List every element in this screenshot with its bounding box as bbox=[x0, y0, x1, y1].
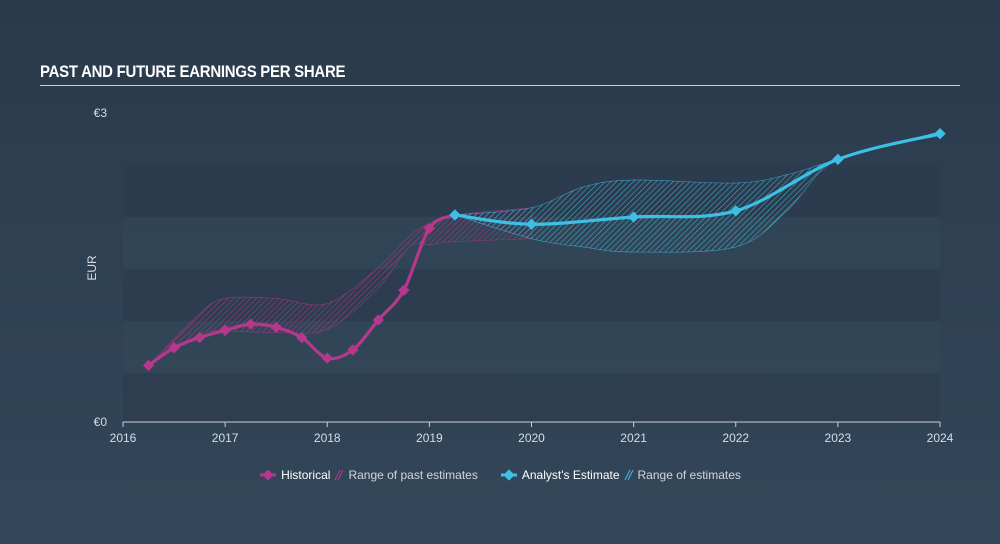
x-tick-label: 2017 bbox=[212, 431, 239, 445]
x-tick-label: 2023 bbox=[825, 431, 852, 445]
legend: Historical Range of past estimates Analy… bbox=[0, 468, 1000, 482]
y-tick-label: €0 bbox=[94, 415, 108, 429]
estimate-point bbox=[449, 209, 461, 221]
axes: 2016 2017 2018 2019 2020 2021 2022 2023 2024 €3 €0… bbox=[85, 106, 954, 445]
legend-estimate-label: Analyst's Estimate bbox=[521, 468, 620, 482]
estimate-swatch-icon bbox=[500, 469, 517, 481]
legend-historical-label: Historical bbox=[281, 468, 331, 482]
y-axis-label: EUR bbox=[85, 255, 99, 281]
historical-point bbox=[270, 321, 282, 333]
x-tick-label: 2019 bbox=[416, 431, 443, 445]
estimate-point bbox=[832, 153, 844, 166]
historical-point bbox=[423, 222, 436, 235]
historical-swatch-icon bbox=[260, 469, 277, 481]
y-tick-label: €3 bbox=[94, 106, 108, 120]
estimate-point bbox=[627, 211, 640, 223]
series-markers bbox=[142, 127, 946, 372]
historical-point bbox=[168, 342, 180, 354]
x-tick-label: 2016 bbox=[110, 431, 137, 445]
historical-point bbox=[244, 318, 257, 330]
historical-point bbox=[193, 331, 206, 344]
grid-band bbox=[123, 373, 940, 422]
legend-future-range-label: Range of estimates bbox=[637, 468, 741, 482]
x-tick-label: 2021 bbox=[620, 431, 647, 445]
historical-point bbox=[142, 359, 155, 372]
x-tick-label: 2022 bbox=[722, 431, 749, 445]
title-divider bbox=[40, 85, 960, 86]
estimate-point bbox=[525, 218, 538, 230]
historical-point bbox=[219, 324, 231, 336]
legend-estimate[interactable]: Analyst's Estimate Range of estimates bbox=[500, 468, 741, 482]
historical-point bbox=[296, 331, 308, 344]
eps-chart: 2016 2017 2018 2019 2020 2021 2022 2023 2024 €3 €0… bbox=[85, 106, 954, 445]
x-tick-label: 2020 bbox=[518, 431, 545, 445]
legend-historical[interactable]: Historical Range of past estimates bbox=[259, 468, 478, 482]
x-tick-label: 2018 bbox=[314, 431, 341, 445]
historical-point bbox=[398, 284, 410, 296]
historical-point bbox=[321, 352, 333, 364]
historical-point bbox=[372, 314, 384, 326]
past-range-swatch-icon bbox=[334, 469, 344, 481]
chart-title: PAST AND FUTURE EARNINGS PER SHARE bbox=[40, 62, 346, 81]
future-range-swatch-icon bbox=[624, 469, 633, 481]
estimate-point bbox=[730, 205, 742, 217]
x-tick-label: 2024 bbox=[927, 431, 954, 445]
estimate-point bbox=[934, 127, 946, 140]
historical-point bbox=[347, 344, 359, 356]
legend-past-range-label: Range of past estimates bbox=[348, 468, 478, 482]
background-bands bbox=[123, 165, 940, 422]
